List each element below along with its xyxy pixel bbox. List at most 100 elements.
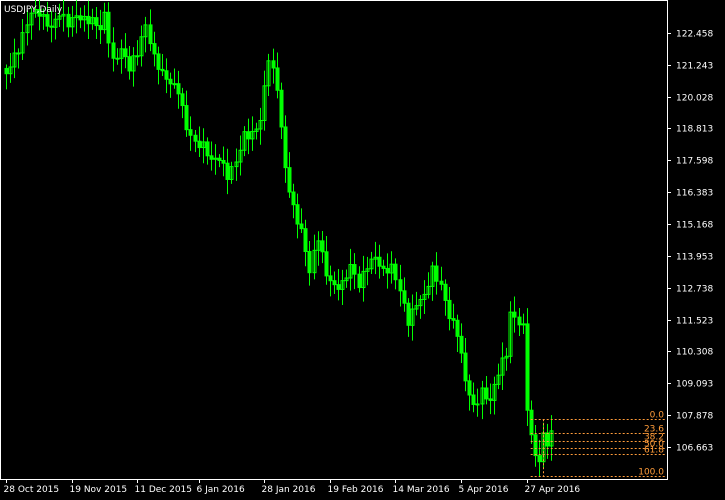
candle-body xyxy=(180,93,185,107)
y-tick-label: 106.663 xyxy=(676,444,713,454)
candle-body xyxy=(484,387,489,400)
candle-body xyxy=(426,285,431,295)
candle-body xyxy=(33,9,38,14)
y-tick-label: 112.738 xyxy=(676,285,713,295)
y-tick-label: 109.093 xyxy=(676,380,713,390)
candle-body xyxy=(525,323,530,411)
candle-body xyxy=(266,60,271,87)
candle-body xyxy=(184,105,189,131)
x-tick-label: 19 Feb 2016 xyxy=(328,485,384,495)
candle-body xyxy=(480,387,485,405)
candle-body xyxy=(320,240,325,253)
candle-body xyxy=(455,319,460,337)
candle-body xyxy=(148,24,153,45)
candle-body xyxy=(143,24,148,38)
candle-body xyxy=(94,17,99,27)
candle-body xyxy=(328,275,333,282)
candle-body xyxy=(168,78,173,85)
candle-body xyxy=(8,66,13,75)
y-tick-label: 113.953 xyxy=(676,253,713,263)
x-tick-label: 28 Jan 2016 xyxy=(262,485,316,495)
candle-body xyxy=(398,279,403,292)
candle-body xyxy=(139,36,144,57)
candle-body xyxy=(299,223,304,230)
candle-body xyxy=(340,280,345,290)
y-tick-label: 116.383 xyxy=(676,189,713,199)
candle-body xyxy=(361,270,366,289)
y-tick-label: 118.813 xyxy=(676,125,713,135)
candle-body xyxy=(459,335,464,354)
x-tick-label: 14 Mar 2016 xyxy=(393,485,450,495)
candle-body xyxy=(246,131,251,140)
fib-level-label: 100.0 xyxy=(638,468,664,478)
candle-body xyxy=(348,264,353,279)
x-tick-label: 19 Nov 2015 xyxy=(70,485,128,495)
candle-body xyxy=(512,311,517,318)
fibonacci-retracement[interactable]: 0.0 23.638.250.061.8 100.0 xyxy=(530,411,666,478)
candle-body xyxy=(467,380,472,396)
candle-body xyxy=(393,263,398,281)
candle-body xyxy=(283,126,288,169)
candle-body xyxy=(275,67,280,91)
candle-body xyxy=(312,249,317,274)
candle-body xyxy=(488,398,493,401)
candle-body xyxy=(533,434,538,457)
fib-level-label: 38.2 xyxy=(644,433,664,443)
candles-layer xyxy=(4,0,554,478)
fib-level-label: 23.6 xyxy=(644,425,664,435)
candle-body xyxy=(135,55,140,58)
candle-body xyxy=(414,305,419,310)
candle-body xyxy=(463,352,468,382)
candle-body xyxy=(213,157,218,160)
candle-body xyxy=(430,265,435,287)
candle-body xyxy=(418,298,423,307)
candle-body xyxy=(205,141,210,157)
candle-body xyxy=(61,13,66,17)
candle-body xyxy=(529,409,534,436)
candle-body xyxy=(385,267,390,274)
fib-level-label: 61.8 xyxy=(644,446,664,456)
candle-body xyxy=(316,240,321,251)
candle-body xyxy=(57,15,62,20)
candle-body xyxy=(41,14,46,17)
candle-body xyxy=(381,265,386,269)
x-axis: 28 Oct 2015 19 Nov 2015 11 Dec 2015 6 Jan 2… xyxy=(4,479,580,495)
candle-body xyxy=(74,15,79,19)
candle-body xyxy=(49,25,54,28)
candle-body xyxy=(537,455,542,463)
candle-body xyxy=(287,167,292,193)
candle-body xyxy=(193,134,198,142)
candle-body xyxy=(500,357,505,376)
candle-body xyxy=(324,251,329,277)
candle-body xyxy=(225,162,230,180)
candle-body xyxy=(98,25,103,31)
candle-body xyxy=(291,191,296,206)
candle-body xyxy=(402,290,407,304)
candle-body xyxy=(271,60,276,69)
candle-body xyxy=(352,264,357,275)
candle-body xyxy=(217,157,222,161)
y-tick-label: 115.168 xyxy=(676,221,713,231)
x-tick-label: 6 Jan 2016 xyxy=(197,485,245,495)
candle-body xyxy=(127,56,132,72)
candle-body xyxy=(262,85,267,121)
candle-body xyxy=(238,149,243,163)
candle-body xyxy=(357,273,362,289)
candle-body xyxy=(156,53,161,70)
y-tick-label: 121.243 xyxy=(676,62,713,72)
candle-body xyxy=(12,52,17,68)
y-tick-label: 111.523 xyxy=(676,317,713,327)
candle-body xyxy=(295,204,300,225)
candle-body xyxy=(131,55,136,72)
y-axis: 122.458 121.243 120.028 118.813 117.598 116.3… xyxy=(667,30,713,454)
candle-body xyxy=(4,67,9,75)
candle-body xyxy=(475,403,480,406)
candle-body xyxy=(152,43,157,55)
y-tick-label: 117.598 xyxy=(676,157,713,167)
candle-body xyxy=(406,302,411,326)
candle-body xyxy=(102,11,107,31)
y-tick-label: 122.458 xyxy=(676,30,713,40)
candle-body xyxy=(258,119,263,130)
candle-body xyxy=(303,228,308,253)
